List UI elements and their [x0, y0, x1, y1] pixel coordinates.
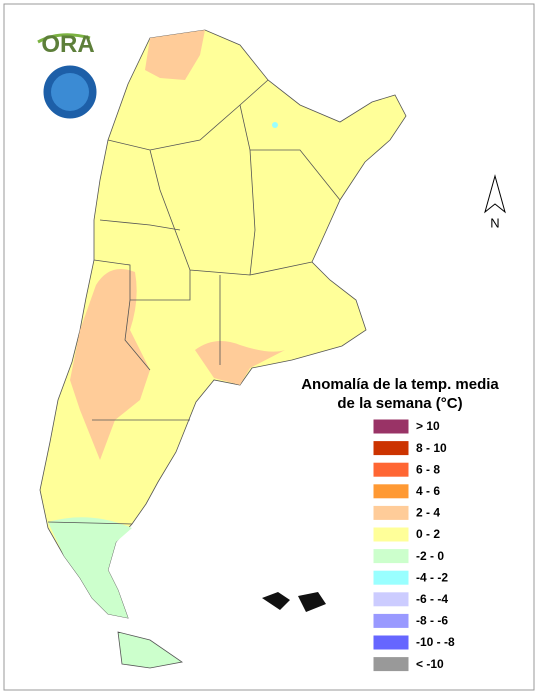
- legend-swatch: [372, 612, 410, 629]
- legend-label: 4 - 6: [416, 484, 440, 498]
- legend-label: -2 - 0: [416, 549, 444, 563]
- legend-swatch: [372, 634, 410, 651]
- legend-label: -6 - -4: [416, 592, 448, 606]
- north-arrow: [484, 174, 506, 214]
- malvinas: [262, 592, 326, 612]
- legend-swatch: [372, 418, 410, 435]
- map-area: [39, 29, 407, 669]
- legend-label: > 10: [416, 419, 440, 433]
- anomaly-zone: [70, 268, 150, 460]
- anomaly-zone: [195, 341, 285, 385]
- legend-label: 6 - 8: [416, 462, 440, 476]
- legend-swatch: [372, 440, 410, 457]
- legend-swatch: [372, 656, 410, 673]
- legend-label: 0 - 2: [416, 527, 440, 541]
- anomaly-zone: [145, 30, 205, 80]
- logo-swoosh: [37, 33, 91, 44]
- legend-title: de la semana (°C): [337, 395, 462, 412]
- legend-swatch: [372, 591, 410, 608]
- anomaly-zone: [48, 517, 132, 618]
- legend-swatch: [372, 504, 410, 521]
- legend-label: -4 - -2: [416, 570, 448, 584]
- legend-label: -10 - -8: [416, 635, 455, 649]
- legend-label: 2 - 4: [416, 506, 440, 520]
- legend-label: 8 - 10: [416, 441, 447, 455]
- tierra-del-fuego: [117, 631, 184, 669]
- legend-title: Anomalía de la temp. media: [301, 376, 499, 393]
- country-fill: [39, 29, 407, 619]
- legend: > 10 8 - 10 6 - 8 4 - 6 2 - 4 0 - 2 -2 - 0 -4 -…: [372, 418, 455, 673]
- legend-swatch: [372, 461, 410, 478]
- north-label: N: [490, 215, 499, 230]
- legend-swatch: [372, 526, 410, 543]
- smn-logo-inner: [51, 73, 89, 111]
- legend-label: < -10: [416, 657, 444, 671]
- province-border: [47, 79, 341, 525]
- legend-label: -8 - -6: [416, 614, 448, 628]
- legend-swatch: [372, 548, 410, 565]
- legend-swatch: [372, 483, 410, 500]
- legend-swatch: [372, 569, 410, 586]
- anomaly-zone: [272, 122, 278, 128]
- logo-text: ORA: [41, 31, 94, 58]
